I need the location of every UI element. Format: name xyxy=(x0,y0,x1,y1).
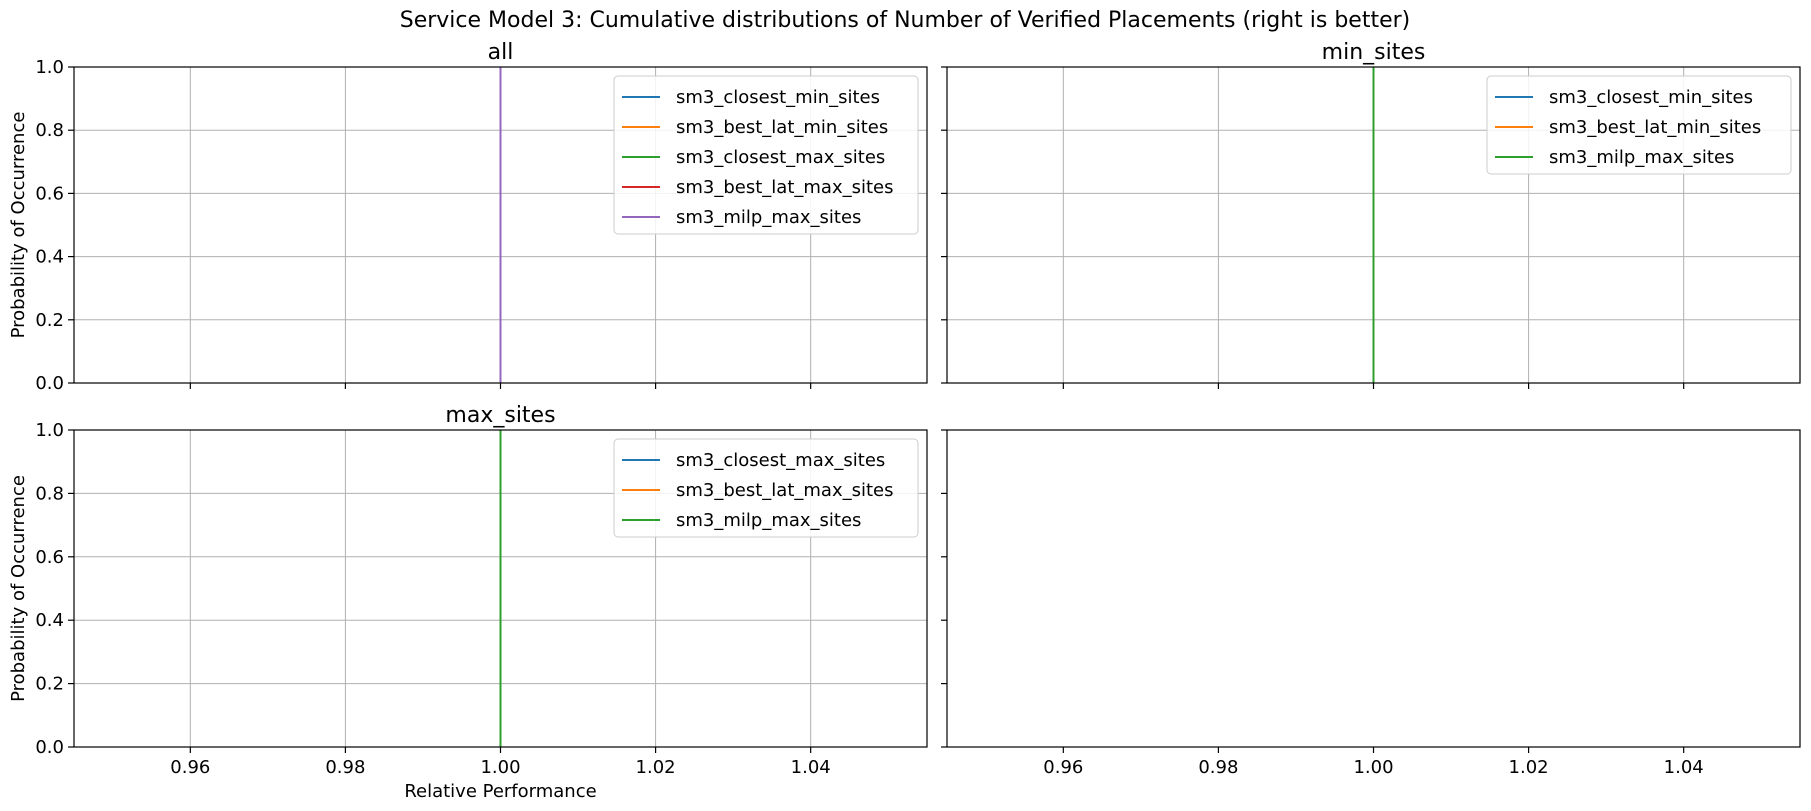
legend-entry: sm3_closest_max_sites xyxy=(676,450,885,471)
legend-entry: sm3_milp_max_sites xyxy=(676,207,861,228)
legend-entry: sm3_closest_min_sites xyxy=(676,87,880,108)
x-tick-label: 1.02 xyxy=(1509,757,1549,778)
subplot-title: min_sites xyxy=(1322,40,1426,65)
legend-entry: sm3_best_lat_max_sites xyxy=(676,177,894,198)
y-tick-label: 0.8 xyxy=(35,483,64,504)
x-tick-label: 1.00 xyxy=(480,757,520,778)
subplot-3: 0.96 0.98 1.00 1.02 1.04 0.0 0.2 0.4 0.6 0.8 1.0 ma… xyxy=(8,403,928,802)
legend: sm3_closest_max_sites sm3_best_lat_max_si… xyxy=(613,438,919,538)
y-tick-label: 0.4 xyxy=(35,247,64,268)
y-tick-label: 0.0 xyxy=(35,373,64,394)
legend: sm3_closest_min_sites sm3_best_lat_min_si… xyxy=(613,75,919,235)
y-tick-label: 0.0 xyxy=(35,737,64,758)
axes-frame xyxy=(73,66,928,384)
y-tick-label: 0.4 xyxy=(35,610,64,631)
legend-entry: sm3_closest_max_sites xyxy=(676,147,885,168)
x-tick-label: 1.04 xyxy=(791,757,831,778)
subplot-2: min_sites sm3_closest_min_sites sm3_best_l… xyxy=(941,40,1801,389)
y-tick-label: 1.0 xyxy=(35,420,64,441)
legend-box xyxy=(1486,75,1792,175)
axes-frame xyxy=(946,429,1801,748)
x-tick-label: 0.96 xyxy=(1043,757,1083,778)
subplot-4: 0.96 0.98 1.00 1.02 1.04 xyxy=(941,429,1801,778)
y-tick-label: 0.8 xyxy=(35,120,64,141)
legend-entry: sm3_milp_max_sites xyxy=(1549,147,1734,168)
x-tick-label: 1.00 xyxy=(1353,757,1393,778)
axes-frame xyxy=(946,66,1801,384)
legend: sm3_closest_min_sites sm3_best_lat_min_si… xyxy=(1486,75,1792,175)
y-tick-label: 0.6 xyxy=(35,547,64,568)
panels: 0.0 0.2 0.4 0.6 0.8 1.0 all Probability of Occu… xyxy=(8,40,1801,802)
y-axis-label: Probability of Occurrence xyxy=(8,112,29,339)
legend-entry: sm3_best_lat_min_sites xyxy=(676,117,888,138)
y-tick-label: 1.0 xyxy=(35,57,64,78)
x-tick-label: 0.98 xyxy=(1198,757,1238,778)
subplot-title: max_sites xyxy=(445,403,555,428)
x-axis-label: Relative Performance xyxy=(404,781,596,802)
y-tick-label: 0.2 xyxy=(35,310,64,331)
figure-title: Service Model 3: Cumulative distribution… xyxy=(400,8,1411,33)
y-tick-label: 0.2 xyxy=(35,674,64,695)
x-tick-label: 1.04 xyxy=(1664,757,1704,778)
y-tick-label: 0.6 xyxy=(35,183,64,204)
legend-box xyxy=(613,75,919,235)
x-tick-label: 1.02 xyxy=(636,757,676,778)
y-axis-label: Probability of Occurrence xyxy=(8,475,29,702)
legend-entry: sm3_closest_min_sites xyxy=(1549,87,1753,108)
x-tick-label: 0.98 xyxy=(325,757,365,778)
legend-entry: sm3_best_lat_min_sites xyxy=(1549,117,1761,138)
subplot-1: 0.0 0.2 0.4 0.6 0.8 1.0 all Probability of Occu… xyxy=(8,40,928,394)
legend-entry: sm3_milp_max_sites xyxy=(676,510,861,531)
legend-entry: sm3_best_lat_max_sites xyxy=(676,480,894,501)
legend-box xyxy=(613,438,919,538)
x-tick-label: 0.96 xyxy=(170,757,210,778)
subplot-title: all xyxy=(488,40,514,65)
axes-frame xyxy=(73,429,928,748)
